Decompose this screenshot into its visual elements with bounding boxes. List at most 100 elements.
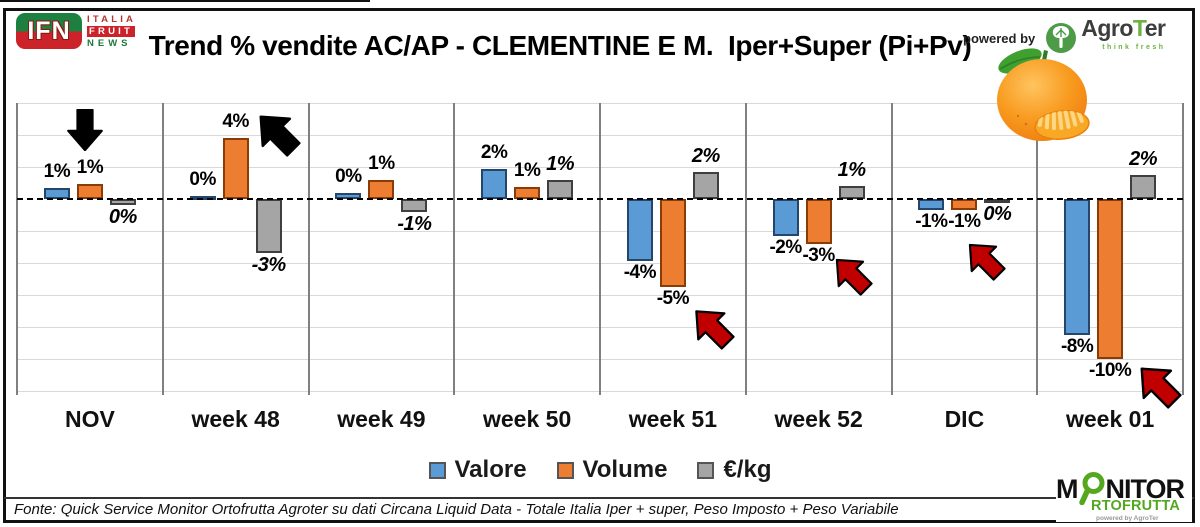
bar-volume-week51 bbox=[659, 199, 686, 287]
legend-label: Volume bbox=[582, 456, 668, 483]
chart-title: Trend % vendite AC/AP - CLEMENTINE E M. … bbox=[148, 30, 972, 61]
value-label: -2% bbox=[769, 236, 802, 258]
category-label: week 48 bbox=[191, 406, 280, 432]
category-label: week 52 bbox=[774, 406, 863, 432]
value-label: 1% bbox=[43, 160, 71, 182]
value-label: 1% bbox=[837, 159, 866, 182]
value-label: -3% bbox=[251, 254, 287, 277]
arrow-up-left-annotation bbox=[259, 115, 301, 157]
panel-separator bbox=[161, 103, 164, 395]
agroter-name: AgroTer bbox=[1081, 15, 1166, 41]
value-label: 4% bbox=[222, 111, 249, 133]
top-border-artifact bbox=[0, 0, 370, 2]
bar-volume-week01 bbox=[1097, 199, 1124, 359]
agroter-logo: AgroTer think fresh bbox=[1045, 15, 1166, 58]
bar-volume-week48 bbox=[222, 138, 249, 199]
value-label: -4% bbox=[623, 262, 657, 284]
bar-volume-week49 bbox=[368, 179, 395, 199]
arrow-up-left-annotation bbox=[835, 258, 873, 296]
value-label: 1% bbox=[513, 160, 541, 181]
arrow-up-left-annotation bbox=[695, 310, 735, 350]
bar-€/kg-week49 bbox=[401, 199, 428, 212]
panel-separator bbox=[16, 103, 18, 395]
arrow-up-left-annotation bbox=[968, 243, 1006, 281]
monitor-line2: RTOFRUTTA bbox=[1091, 498, 1181, 514]
source-note: Fonte: Quick Service Monitor Ortofrutta … bbox=[14, 501, 899, 518]
bar-€/kg-week01 bbox=[1130, 175, 1157, 199]
value-label: 0% bbox=[189, 168, 216, 190]
bar-volume-DIC bbox=[951, 199, 978, 211]
category-label: NOV bbox=[64, 406, 115, 432]
category-label: week 49 bbox=[337, 406, 426, 432]
value-label: -1% bbox=[915, 211, 948, 233]
legend-item: Valore bbox=[428, 456, 527, 484]
legend-item: Volume bbox=[556, 456, 668, 484]
bar-valore-week51 bbox=[626, 199, 653, 262]
panel-separator bbox=[307, 103, 310, 395]
powered-by-label: powered by bbox=[963, 30, 1036, 46]
panel-separator bbox=[453, 103, 456, 395]
value-label: 0% bbox=[335, 165, 362, 187]
bar-valore-week50 bbox=[481, 168, 508, 199]
zero-axis-line bbox=[17, 198, 1183, 200]
legend: Valore Volume €/kg bbox=[0, 456, 1200, 484]
plot-area: 1% 0% 0% 2% -4% -2% -1% -8% 1% 4% 1% 1% -5% -3% -1% -10… bbox=[16, 103, 1184, 395]
ifn-news-label: NEWS bbox=[87, 37, 132, 49]
panel-separator bbox=[890, 103, 893, 395]
legend-swatch bbox=[556, 461, 574, 479]
value-label: 2% bbox=[480, 141, 508, 163]
panel-separator bbox=[1036, 103, 1039, 395]
bar-€/kg-DIC bbox=[984, 199, 1011, 203]
bar-valore-week49 bbox=[335, 192, 362, 199]
value-label: -3% bbox=[802, 244, 835, 266]
value-label: 2% bbox=[691, 144, 720, 167]
value-label: 1% bbox=[76, 156, 104, 178]
value-label: -1% bbox=[397, 212, 432, 235]
bar-valore-NOV bbox=[43, 187, 70, 199]
category-label: DIC bbox=[944, 406, 985, 432]
value-label: -1% bbox=[948, 211, 981, 233]
legend-item: €/kg bbox=[697, 456, 771, 484]
legend-label: Valore bbox=[454, 456, 527, 483]
monitor-line1: M NITOR bbox=[1056, 472, 1185, 505]
ifn-italia-label: ITALIA bbox=[87, 13, 137, 25]
agroter-wordmark: AgroTer think fresh bbox=[1081, 15, 1166, 58]
legend-label: €/kg bbox=[723, 456, 772, 483]
panel-separator bbox=[1182, 103, 1184, 395]
value-label: 0% bbox=[108, 206, 137, 229]
magnifier-icon bbox=[1078, 472, 1104, 505]
category-label: week 50 bbox=[483, 406, 572, 432]
monitor-ortofrutta-logo: M NITOR RTOFRUTTA powered by AgroTer bbox=[1056, 472, 1192, 522]
legend-swatch bbox=[697, 461, 715, 479]
footer-divider bbox=[4, 497, 1194, 499]
bar-€/kg-week51 bbox=[692, 171, 719, 199]
monitor-powered-by: powered by AgroTer bbox=[1096, 514, 1159, 522]
ifn-fruit-label: FRUIT bbox=[87, 25, 135, 37]
value-label: 0% bbox=[983, 202, 1012, 225]
agroter-tree-icon bbox=[1046, 23, 1077, 53]
bar-volume-NOV bbox=[76, 183, 103, 199]
category-label: week 51 bbox=[628, 406, 717, 432]
arrow-up-left-annotation bbox=[1140, 367, 1182, 409]
value-label: 1% bbox=[368, 152, 395, 174]
value-label: 1% bbox=[546, 152, 575, 175]
powered-by-block: powered by AgroTer think fresh bbox=[963, 15, 1166, 58]
value-label: 2% bbox=[1129, 148, 1158, 170]
value-label: -5% bbox=[656, 288, 690, 309]
arrow-down-annotation bbox=[67, 109, 103, 151]
panel-separator bbox=[599, 103, 601, 395]
bar-valore-week01 bbox=[1064, 199, 1091, 335]
agroter-tagline: think fresh bbox=[1102, 44, 1166, 51]
value-label: -10% bbox=[1088, 360, 1132, 381]
value-label: -8% bbox=[1060, 336, 1094, 357]
bar-€/kg-week48 bbox=[255, 199, 282, 254]
category-label: week 01 bbox=[1066, 406, 1155, 432]
category-axis: NOV week 48 week 49 week 50 week 51 week 52 DI… bbox=[17, 406, 1183, 433]
ifn-wordmark: ITALIA FRUIT NEWS bbox=[87, 14, 136, 49]
bar-€/kg-week50 bbox=[547, 179, 574, 199]
ifn-badge: IFN bbox=[16, 13, 82, 49]
ifn-logo: IFN ITALIA FRUIT NEWS bbox=[16, 13, 136, 49]
panel-separator bbox=[744, 103, 747, 395]
legend-swatch bbox=[428, 461, 446, 479]
